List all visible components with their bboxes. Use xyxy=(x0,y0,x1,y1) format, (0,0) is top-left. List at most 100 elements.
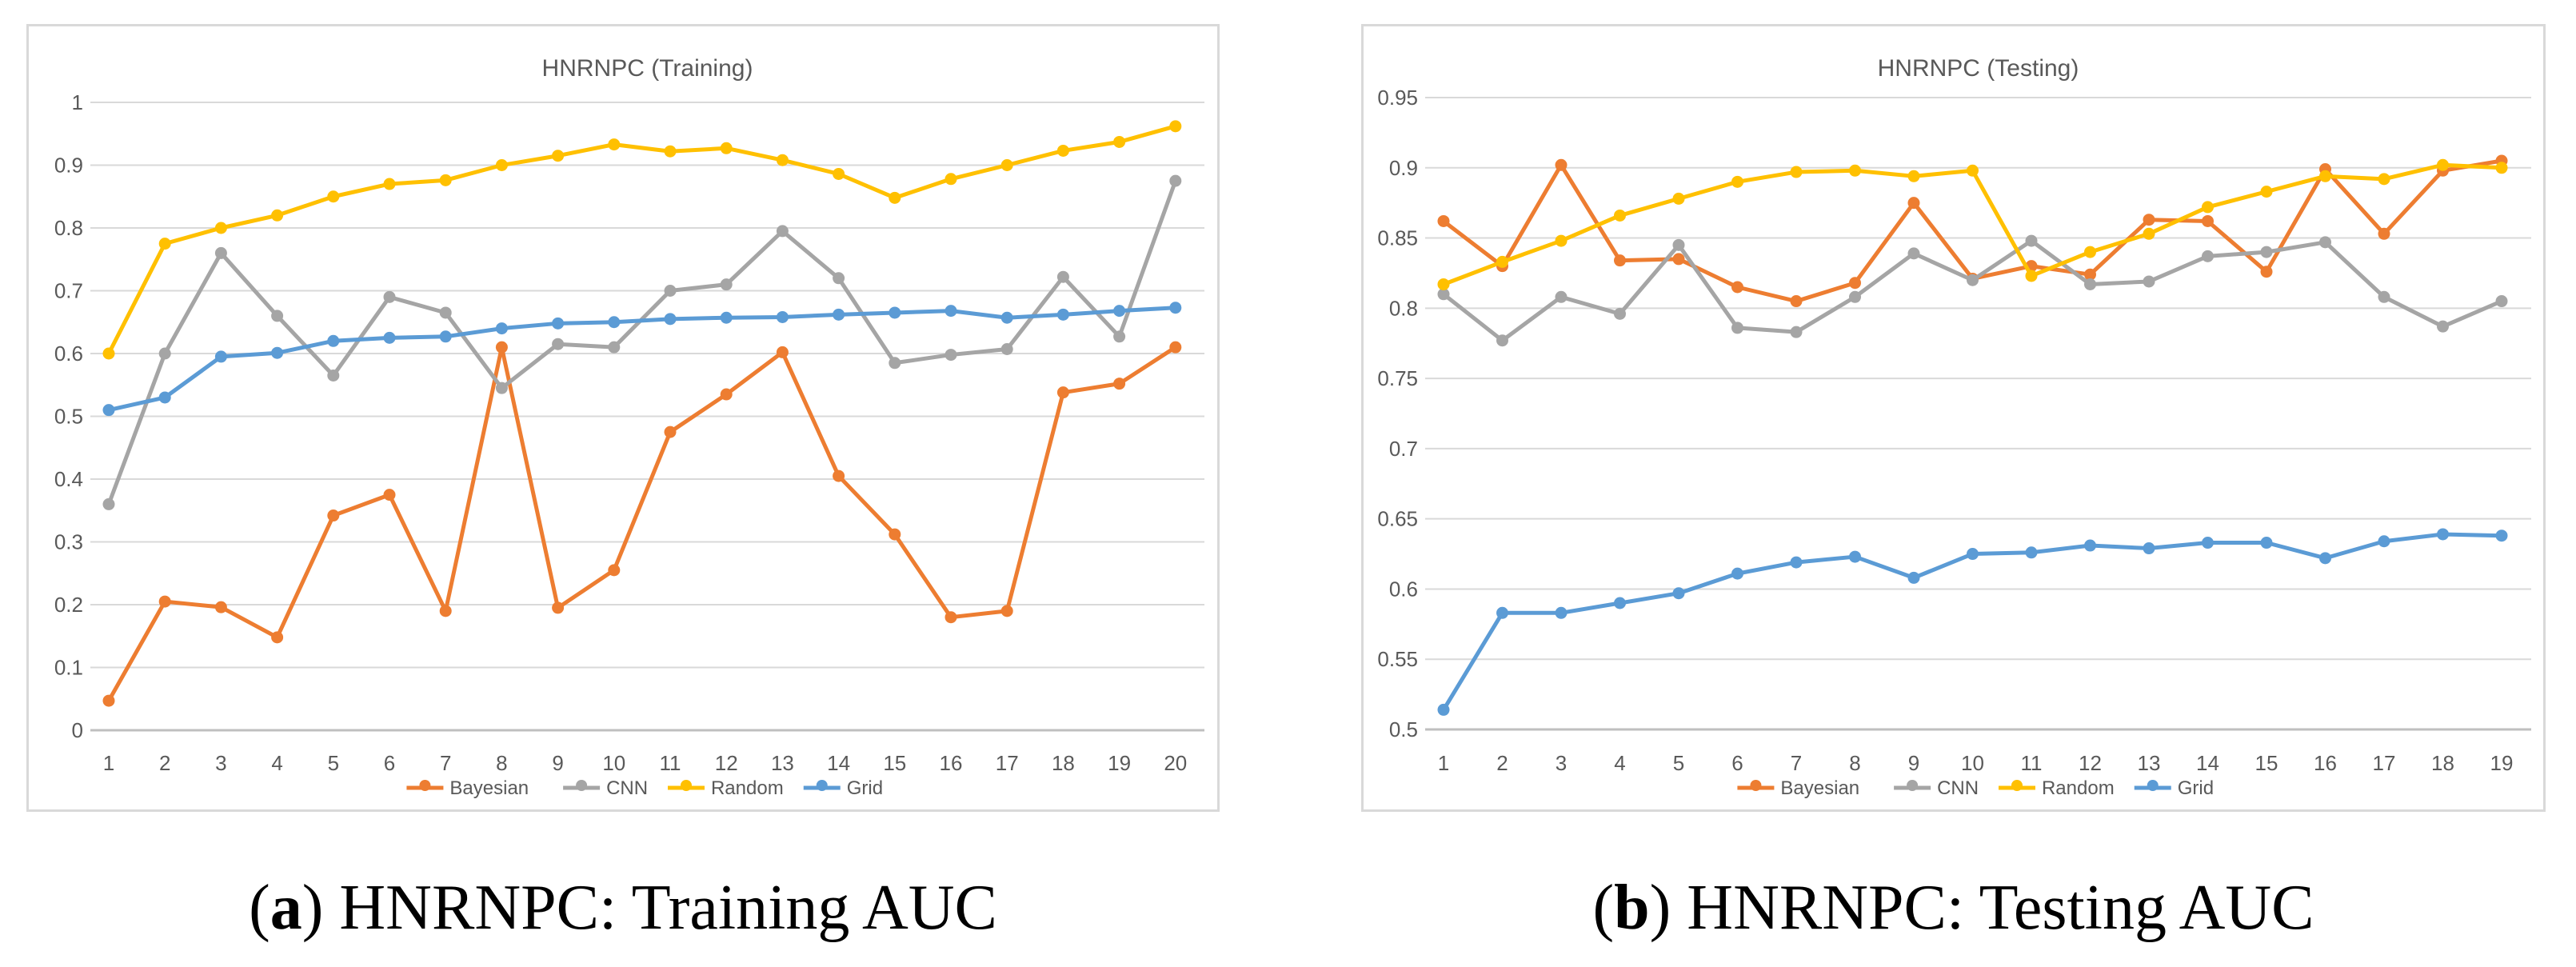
caption-a-open: ( xyxy=(249,873,270,943)
data-point xyxy=(1113,135,1126,148)
data-point xyxy=(2260,266,2273,278)
x-tick-label: 4 xyxy=(1614,751,1625,775)
series-line-grid xyxy=(106,306,1178,413)
data-point xyxy=(439,330,452,343)
data-point xyxy=(552,601,565,614)
data-point xyxy=(608,564,621,577)
data-point xyxy=(2143,214,2155,226)
data-point xyxy=(495,341,508,354)
data-point xyxy=(2378,227,2390,240)
x-tick-label: 15 xyxy=(883,751,906,775)
data-point xyxy=(833,167,845,180)
legend-label: Bayesian xyxy=(1780,777,1859,799)
legend-label: Random xyxy=(711,777,784,799)
legend-marker xyxy=(680,780,692,791)
series-line-cnn xyxy=(106,178,1178,506)
y-tick-label: 0.7 xyxy=(1389,437,1418,461)
data-point xyxy=(720,142,733,154)
data-point xyxy=(1731,567,1743,580)
data-point xyxy=(608,138,621,151)
data-point xyxy=(1169,174,1182,187)
y-tick-label: 0.85 xyxy=(1377,226,1418,250)
data-point xyxy=(2084,246,2096,258)
data-point xyxy=(1437,703,1450,716)
data-point xyxy=(1672,587,1685,600)
data-point xyxy=(1113,305,1126,318)
chart-title: HNRNPC (Testing) xyxy=(1878,55,2079,82)
data-point xyxy=(2202,250,2214,262)
training-chart-panel: 0 0.1 0.2 0.3 0.4 0.5 0.6 0.7 0.8 0.9 1 1 2 3 4 5 6 7 8 9 10… xyxy=(26,24,1220,812)
data-point xyxy=(2378,290,2390,303)
legend-item-random: Random xyxy=(667,777,784,799)
data-point xyxy=(833,272,845,285)
y-tick-label: 0.9 xyxy=(54,154,83,178)
data-point xyxy=(2084,539,2096,552)
data-point xyxy=(2143,542,2155,555)
data-point xyxy=(889,306,901,319)
data-point xyxy=(2319,552,2331,565)
data-point xyxy=(1790,326,1803,338)
x-tick-label: 2 xyxy=(159,751,170,775)
data-point xyxy=(552,317,565,330)
data-point xyxy=(271,631,284,644)
legend-marker xyxy=(419,780,431,791)
y-tick-label: 0.95 xyxy=(1377,86,1418,110)
x-tick-label: 14 xyxy=(827,751,850,775)
x-tick-label: 6 xyxy=(384,751,395,775)
series-markers-grid xyxy=(102,302,1182,417)
series-markers-random xyxy=(102,120,1182,360)
x-tick-label: 16 xyxy=(2314,751,2337,775)
x-tick-label: 9 xyxy=(1908,751,1919,775)
data-point xyxy=(945,173,957,186)
data-point xyxy=(1849,290,1861,303)
data-point xyxy=(327,369,340,382)
data-point xyxy=(1000,159,1013,171)
y-tick-label: 0.2 xyxy=(54,593,83,617)
series-markers-grid xyxy=(1437,528,2508,716)
data-point xyxy=(1555,606,1568,619)
series-line-bayesian xyxy=(106,345,1178,703)
data-point xyxy=(1496,334,1508,347)
legend-label: Random xyxy=(2042,777,2115,799)
data-point xyxy=(1967,164,1979,177)
y-tick-label: 1 xyxy=(72,90,83,114)
data-point xyxy=(271,346,284,359)
data-point xyxy=(945,305,957,318)
legend-item-grid: Grid xyxy=(2134,777,2214,799)
x-tick-label: 8 xyxy=(1849,751,1860,775)
caption-a: (a) HNRNPC: Training AUC xyxy=(26,872,1220,945)
testing-chart: 0.50.550.60.650.70.750.80.850.90.951 2 3 4 5… xyxy=(1377,55,2531,799)
data-point xyxy=(1555,234,1568,247)
data-point xyxy=(214,350,227,363)
data-point xyxy=(945,611,957,624)
caption-b-text: ) HNRNPC: Testing AUC xyxy=(1649,873,2314,943)
legend-marker xyxy=(1907,780,1919,791)
legend-item-grid: Grid xyxy=(803,777,883,799)
data-point xyxy=(608,316,621,329)
data-point xyxy=(776,154,789,166)
data-point xyxy=(664,426,677,438)
data-point xyxy=(439,306,452,319)
gridlines xyxy=(90,102,1204,732)
y-tick-label: 0.55 xyxy=(1377,647,1418,671)
data-point xyxy=(552,150,565,162)
x-tick-label: 7 xyxy=(1791,751,1802,775)
data-point xyxy=(1614,597,1626,609)
data-point xyxy=(833,308,845,321)
data-point xyxy=(2202,214,2214,227)
data-point xyxy=(1907,247,1920,260)
data-point xyxy=(158,238,171,250)
data-point xyxy=(2025,234,2038,247)
data-point xyxy=(664,145,677,158)
series-line-random xyxy=(1441,162,2504,286)
series-markers-cnn xyxy=(1437,234,2508,347)
data-point xyxy=(1437,214,1450,227)
series-line-random xyxy=(106,124,1178,356)
data-point xyxy=(1907,170,1920,182)
legend-item-bayesian: Bayesian xyxy=(1737,777,1859,799)
data-point xyxy=(552,338,565,350)
x-tick-label: 6 xyxy=(1731,751,1743,775)
data-point xyxy=(2143,227,2155,240)
x-tick-label: 8 xyxy=(496,751,507,775)
x-tick-label: 17 xyxy=(2373,751,2396,775)
